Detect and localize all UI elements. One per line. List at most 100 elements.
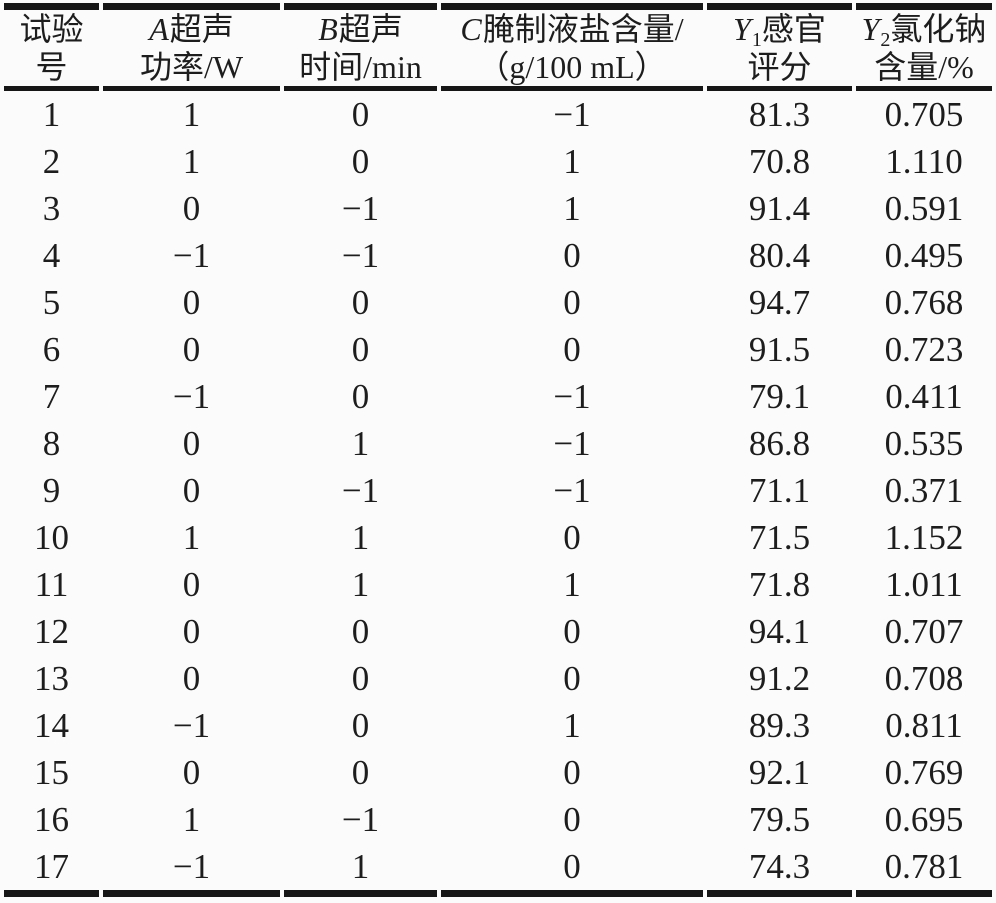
header-line-2: 功率/W [139, 49, 244, 85]
table-cell-y1-sensory-score: 94.7 [748, 282, 811, 322]
table-cell-c-brine-salt-content: 1 [563, 141, 581, 181]
header-line-1: 试验 [4, 10, 99, 48]
table-cell-y2-nacl-content: 1.011 [885, 564, 963, 604]
header-text: 感官 [761, 11, 826, 47]
variable-subscript: 1 [751, 29, 762, 51]
table-cell-trial-number: 17 [4, 843, 99, 897]
table-cell-a-ultrasonic-power: −1 [172, 705, 211, 745]
table-row: 12 0 0 0 94.1 0.707 [4, 608, 992, 655]
table-cell-a-ultrasonic-power: 1 [182, 94, 201, 134]
table-cell-a-ultrasonic-power: 0 [182, 658, 201, 698]
table-cell-a-ultrasonic-power: 1 [182, 517, 201, 557]
table-cell-trial-number: 2 [42, 141, 61, 181]
table-cell-trial-number: 11 [34, 564, 69, 604]
table-cell-trial-number: 10 [34, 517, 69, 557]
table-cell-y1-sensory-score: 91.4 [748, 188, 811, 228]
header-text: 试验 [19, 11, 84, 47]
table-cell-y1-sensory-score: 79.1 [748, 376, 811, 416]
table-cell-b-ultrasonic-time: −1 [341, 799, 380, 839]
table-row: 15 0 0 0 92.1 0.769 [4, 749, 992, 796]
table-row: 3 0 −1 1 91.4 0.591 [4, 185, 992, 232]
table-row: 13 0 0 0 91.2 0.708 [4, 655, 992, 702]
table-cell-y1-sensory-score: 86.8 [748, 423, 811, 463]
variable-symbol: B [318, 11, 338, 47]
table-cell-y2-nacl-content: 0.591 [884, 188, 964, 228]
table-cell-a-ultrasonic-power: −1 [103, 843, 280, 897]
table-cell-y2-nacl-content: 0.811 [885, 705, 963, 745]
header-cell-b-ultrasonic-time: B超声 时间/min [284, 3, 437, 91]
table-cell-c-brine-salt-content: 0 [563, 282, 581, 322]
table-cell-b-ultrasonic-time: 0 [351, 752, 370, 792]
table-cell-y1-sensory-score: 91.5 [748, 329, 811, 369]
header-line-1: Y2氯化钠 [856, 10, 992, 51]
table-cell-a-ultrasonic-power: 0 [182, 282, 201, 322]
header-line-1: B超声 [284, 10, 437, 48]
table-cell-c-brine-salt-content: −1 [553, 376, 591, 416]
header-line-2: （g/100 mL） [477, 49, 667, 85]
table-cell-y1-sensory-score: 71.8 [748, 564, 811, 604]
table-cell-trial-number: 9 [42, 470, 61, 510]
header-text: 腌制液盐含量/ [482, 11, 684, 47]
header-row: 试验号 A超声 功率/W B超声 时间/min C腌制液盐含量/（g/100 mL） Y1感… [4, 3, 992, 91]
table-cell-a-ultrasonic-power: 0 [182, 423, 201, 463]
table-cell-a-ultrasonic-power: 0 [182, 188, 201, 228]
header-line-2: 含量/% [874, 49, 974, 85]
table-cell-b-ultrasonic-time: 0 [351, 658, 370, 698]
table-cell-y2-nacl-content: 0.411 [885, 376, 963, 416]
table-row: 9 0 −1 −1 71.1 0.371 [4, 467, 992, 514]
table-cell-y1-sensory-score: 79.5 [748, 799, 811, 839]
table-cell-c-brine-salt-content: −1 [553, 94, 591, 134]
header-line-1: A超声 [103, 10, 280, 48]
table-row: 14 −1 0 1 89.3 0.811 [4, 702, 992, 749]
table-row: 11 0 1 1 71.8 1.011 [4, 561, 992, 608]
table-cell-y1-sensory-score: 70.8 [748, 141, 811, 181]
table-cell-trial-number: 15 [34, 752, 69, 792]
table-cell-y2-nacl-content: 0.705 [884, 94, 964, 134]
table-row: 4 −1 −1 0 80.4 0.495 [4, 232, 992, 279]
variable-symbol: Y [733, 11, 751, 47]
table-row: 16 1 −1 0 79.5 0.695 [4, 796, 992, 843]
table-cell-a-ultrasonic-power: 0 [182, 611, 201, 651]
table-cell-trial-number: 16 [34, 799, 69, 839]
table-cell-a-ultrasonic-power: 1 [182, 141, 201, 181]
table-cell-b-ultrasonic-time: 0 [351, 611, 370, 651]
table-cell-b-ultrasonic-time: −1 [341, 188, 380, 228]
table-cell-y2-nacl-content: 0.769 [884, 752, 964, 792]
table-cell-b-ultrasonic-time: 1 [351, 517, 370, 557]
table-cell-a-ultrasonic-power: −1 [172, 235, 211, 275]
table-cell-c-brine-salt-content: 1 [563, 188, 581, 228]
table-row: 17 −1 1 0 74.3 0.781 [4, 843, 992, 897]
table-cell-trial-number: 14 [34, 705, 69, 745]
variable-subscript: 2 [880, 29, 891, 51]
table-row: 10 1 1 0 71.5 1.152 [4, 514, 992, 561]
table-cell-y2-nacl-content: 0.781 [856, 843, 992, 897]
table-cell-a-ultrasonic-power: 1 [182, 799, 201, 839]
table-cell-y1-sensory-score: 81.3 [748, 94, 811, 134]
table-row: 1 1 0 −1 81.3 0.705 [4, 91, 992, 138]
table-cell-y2-nacl-content: 0.695 [884, 799, 964, 839]
table-row: 8 0 1 −1 86.8 0.535 [4, 420, 992, 467]
header-line-1: C腌制液盐含量/ [441, 10, 703, 48]
table-cell-y1-sensory-score: 80.4 [748, 235, 811, 275]
table-cell-y2-nacl-content: 0.723 [884, 329, 964, 369]
table-cell-b-ultrasonic-time: −1 [341, 470, 380, 510]
table-cell-c-brine-salt-content: −1 [553, 470, 591, 510]
table-cell-b-ultrasonic-time: 0 [351, 329, 370, 369]
table-cell-b-ultrasonic-time: 1 [351, 423, 370, 463]
table-row: 6 0 0 0 91.5 0.723 [4, 326, 992, 373]
table-body: 1 1 0 −1 81.3 0.705 2 1 0 1 70.8 1.110 3 0 −1 1 91.4 0.59… [4, 91, 992, 897]
table-cell-c-brine-salt-content: 1 [563, 564, 581, 604]
header-cell-a-ultrasonic-power: A超声 功率/W [103, 3, 280, 91]
table-cell-b-ultrasonic-time: 0 [351, 376, 370, 416]
header-line-1: Y1感官 [707, 10, 852, 51]
table-cell-y1-sensory-score: 71.1 [748, 470, 811, 510]
table-cell-trial-number: 8 [42, 423, 61, 463]
table-cell-a-ultrasonic-power: −1 [172, 376, 211, 416]
table-cell-b-ultrasonic-time: 0 [351, 94, 370, 134]
table-cell-b-ultrasonic-time: 1 [351, 564, 370, 604]
table-cell-a-ultrasonic-power: 0 [182, 329, 201, 369]
header-line-2: 时间/min [299, 49, 422, 85]
variable-symbol: Y [861, 11, 880, 47]
header-line-2: 号 [35, 49, 68, 85]
